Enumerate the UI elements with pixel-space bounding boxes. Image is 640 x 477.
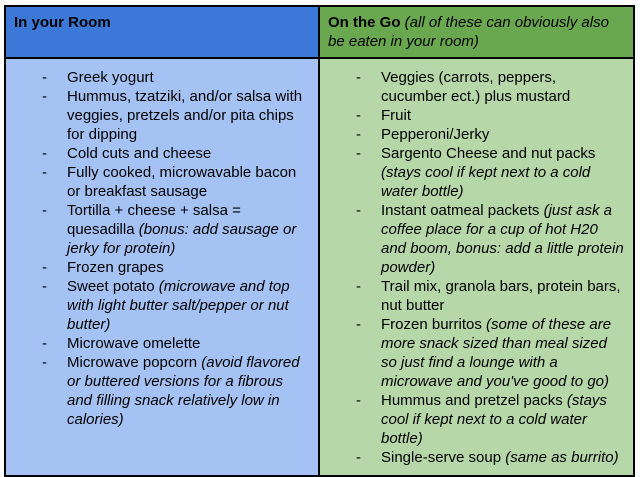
column-note-on-the-go: (all of these can obviously also be eate…: [328, 14, 609, 50]
item-note: (stays cool if kept next to a cold water…: [381, 392, 607, 447]
list-item: - Fully cooked, microwavable bacon or br…: [42, 163, 310, 201]
dash-bullet: -: [42, 164, 47, 181]
dash-bullet: -: [356, 392, 361, 409]
item-text: Hummus, tzatziki, and/or salsa with vegg…: [67, 88, 303, 143]
list-item: - Microwave popcorn (avoid flavored or b…: [42, 353, 310, 429]
list-item: - Instant oatmeal packets (just ask a co…: [356, 201, 625, 277]
item-note: (avoid flavored or buttered versions for…: [67, 354, 300, 428]
dash-bullet: -: [42, 354, 47, 371]
list-item: - Sweet potato (microwave and top with l…: [42, 277, 310, 334]
item-text: Fruit: [381, 107, 411, 124]
item-text: Hummus and pretzel packs (stays cool if …: [381, 392, 607, 447]
header-row: In your Room On the Go (all of these can…: [4, 5, 635, 59]
item-note: (microwave and top with light butter sal…: [67, 278, 290, 333]
dash-bullet: -: [356, 316, 361, 333]
list-item: - Cold cuts and cheese: [42, 144, 310, 163]
dash-bullet: -: [42, 202, 47, 219]
on-the-go-list: - Veggies (carrots, peppers, cucumber ec…: [326, 68, 625, 467]
dash-bullet: -: [356, 107, 361, 124]
dash-bullet: -: [356, 126, 361, 143]
header-cell-on-the-go: On the Go (all of these can obviously al…: [318, 5, 635, 59]
body-cell-in-your-room: - Greek yogurt - Hummus, tzatziki, and/o…: [4, 57, 320, 477]
list-item: - Greek yogurt: [42, 68, 310, 87]
list-item: - Frozen grapes: [42, 258, 310, 277]
item-note: (bonus: add sausage or jerky for protein…: [67, 221, 297, 257]
item-text: Microwave popcorn (avoid flavored or but…: [67, 354, 300, 428]
in-your-room-list: - Greek yogurt - Hummus, tzatziki, and/o…: [12, 68, 310, 429]
item-text: Fully cooked, microwavable bacon or brea…: [67, 164, 297, 200]
dash-bullet: -: [42, 88, 47, 105]
item-text: Trail mix, granola bars, protein bars, n…: [381, 278, 621, 314]
body-cell-on-the-go: - Veggies (carrots, peppers, cucumber ec…: [318, 57, 635, 477]
item-note: (just ask a coffee place for a cup of ho…: [381, 202, 624, 276]
column-title-in-your-room: In your Room: [14, 14, 111, 31]
body-row: - Greek yogurt - Hummus, tzatziki, and/o…: [4, 57, 635, 477]
item-text: Frozen grapes: [67, 259, 164, 276]
item-text: Cold cuts and cheese: [67, 145, 212, 162]
item-text: Veggies (carrots, peppers, cucumber ect.…: [381, 69, 571, 105]
dash-bullet: -: [356, 69, 361, 86]
list-item: - Fruit: [356, 106, 625, 125]
list-item: - Pepperoni/Jerky: [356, 125, 625, 144]
snack-table: In your Room On the Go (all of these can…: [4, 5, 635, 477]
item-text: Sargento Cheese and nut packs (stays coo…: [381, 145, 596, 200]
list-item: - Frozen burritos (some of these are mor…: [356, 315, 625, 391]
item-text: Frozen burritos (some of these are more …: [381, 316, 612, 390]
column-title-on-the-go: On the Go: [328, 14, 401, 31]
list-item: - Microwave omelette: [42, 334, 310, 353]
dash-bullet: -: [356, 278, 361, 295]
item-note: (stays cool if kept next to a cold water…: [381, 164, 591, 200]
item-text: Pepperoni/Jerky: [381, 126, 490, 143]
dash-bullet: -: [356, 202, 361, 219]
dash-bullet: -: [42, 278, 47, 295]
dash-bullet: -: [42, 335, 47, 352]
dash-bullet: -: [42, 145, 47, 162]
item-text: Greek yogurt: [67, 69, 154, 86]
item-text: Microwave omelette: [67, 335, 201, 352]
list-item: - Sargento Cheese and nut packs (stays c…: [356, 144, 625, 201]
dash-bullet: -: [42, 259, 47, 276]
list-item: - Hummus, tzatziki, and/or salsa with ve…: [42, 87, 310, 144]
list-item: - Veggies (carrots, peppers, cucumber ec…: [356, 68, 625, 106]
header-cell-in-your-room: In your Room: [4, 5, 320, 59]
list-item: - Hummus and pretzel packs (stays cool i…: [356, 391, 625, 448]
item-text: Tortilla + cheese + salsa = quesadilla (…: [67, 202, 297, 257]
dash-bullet: -: [356, 145, 361, 162]
item-text: Instant oatmeal packets (just ask a coff…: [381, 202, 624, 276]
list-item: - Trail mix, granola bars, protein bars,…: [356, 277, 625, 315]
list-item: - Tortilla + cheese + salsa = quesadilla…: [42, 201, 310, 258]
dash-bullet: -: [42, 69, 47, 86]
item-note: (some of these are more snack sized than…: [381, 316, 612, 390]
item-text: Sweet potato (microwave and top with lig…: [67, 278, 290, 333]
